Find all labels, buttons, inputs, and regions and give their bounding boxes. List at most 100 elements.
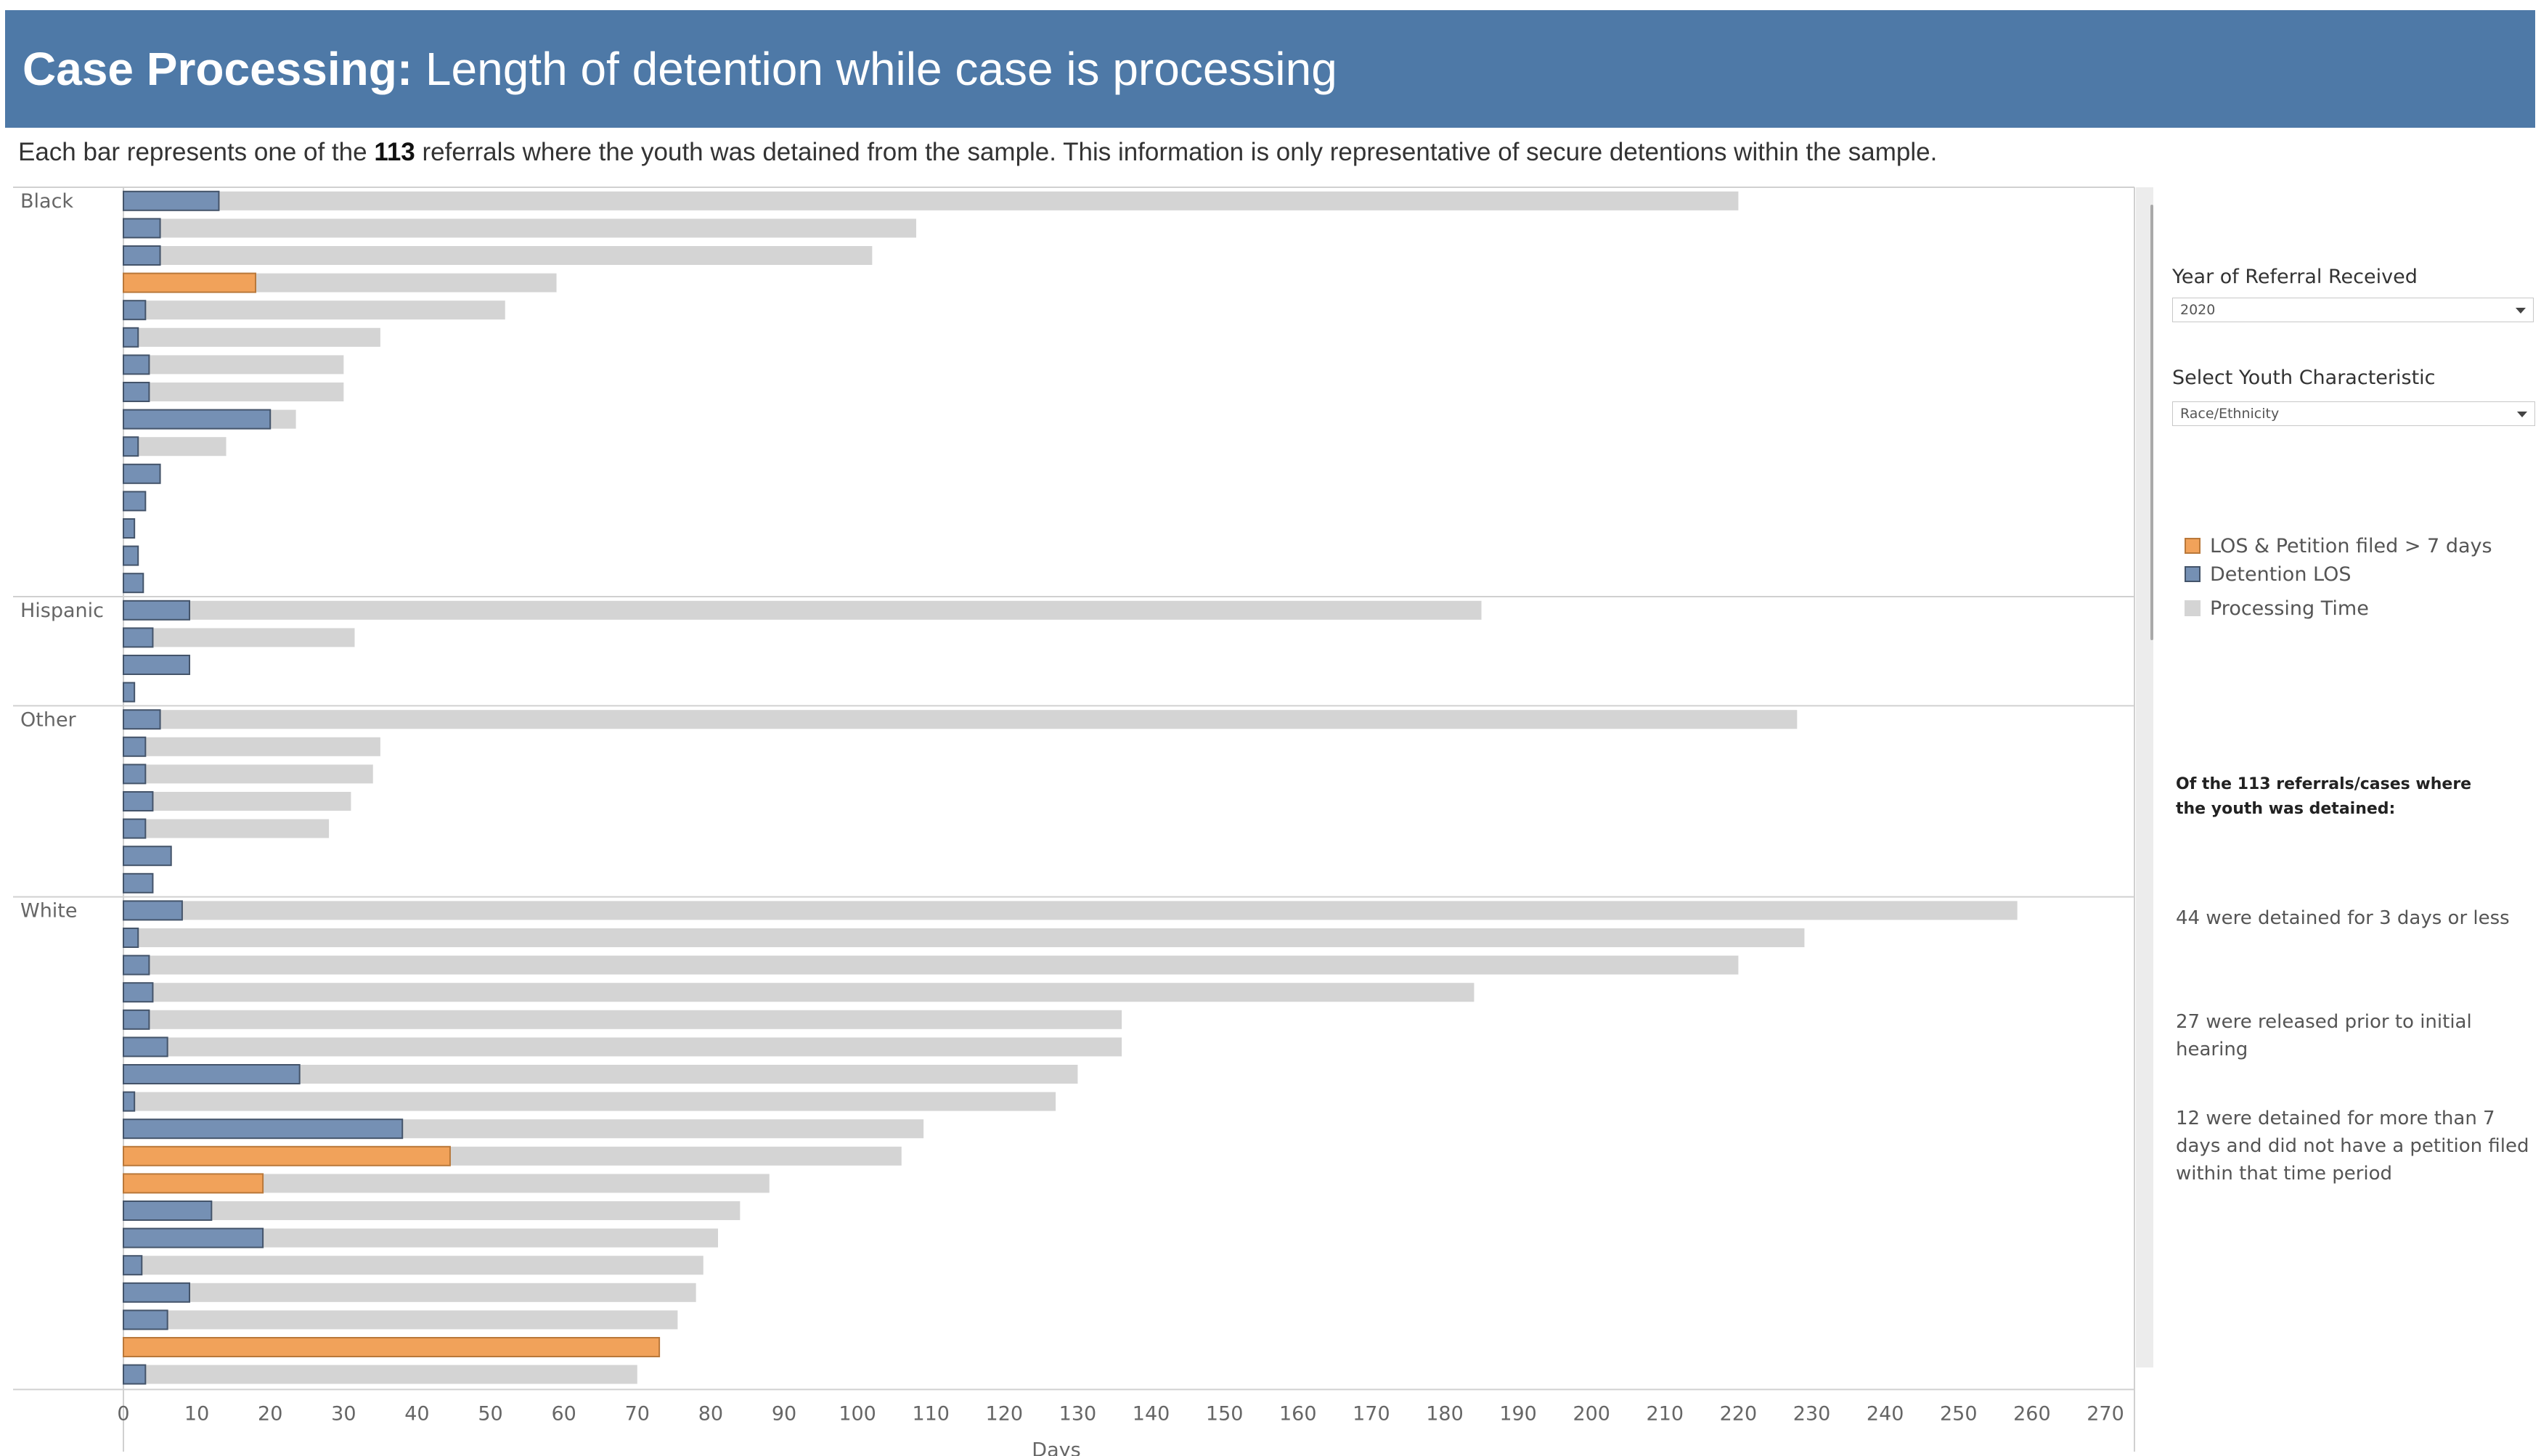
detention-los-bar (123, 791, 154, 811)
processing-time-bar (123, 1283, 696, 1302)
los-petition-flag-bar (123, 272, 256, 293)
detention-los-bar (123, 1309, 168, 1330)
detention-los-bar (123, 1282, 190, 1303)
legend-item-detention[interactable]: Detention LOS (2185, 563, 2352, 586)
processing-time-bar (123, 901, 2018, 920)
detention-los-bar (123, 655, 190, 675)
x-tick-label: 110 (912, 1402, 950, 1425)
detention-los-bar (123, 218, 161, 239)
year-filter-value: 2020 (2180, 302, 2216, 318)
detention-los-bar (123, 1118, 404, 1140)
detention-los-bar (123, 491, 147, 512)
x-tick-label: 100 (839, 1402, 876, 1425)
detention-los-bar (123, 327, 139, 348)
processing-time-bar (123, 383, 344, 401)
x-tick-label: 210 (1647, 1402, 1684, 1425)
legend-swatch-processing (2185, 600, 2201, 616)
legend-item-flagged[interactable]: LOS & Petition filed > 7 days (2185, 535, 2492, 557)
x-axis-title: Days (1032, 1439, 1080, 1456)
detention-los-bar (123, 982, 154, 1003)
chevron-down-icon (2517, 412, 2527, 417)
note-item: 27 were released prior to initial hearin… (2176, 1011, 2472, 1060)
group-label-hispanic: Hispanic (20, 600, 104, 622)
x-tick-label: 170 (1353, 1402, 1390, 1425)
detention-los-bar (123, 573, 144, 594)
dashboard-header: Case Processing: Length of detention whi… (5, 10, 2535, 128)
detention-los-bar (123, 846, 172, 867)
note-item: 44 were detained for 3 days or less (2176, 907, 2510, 929)
detention-los-bar (123, 764, 147, 785)
subtitle-after: referrals where the youth was detained f… (415, 138, 1938, 166)
x-tick-label: 200 (1573, 1402, 1610, 1425)
detention-los-bar (123, 1009, 150, 1030)
detention-los-bar (123, 709, 161, 730)
subtitle-count: 113 (374, 138, 415, 166)
characteristic-filter-dropdown[interactable]: Race/Ethnicity (2172, 401, 2535, 426)
x-tick-label: 90 (772, 1402, 796, 1425)
detention-los-bar (123, 1227, 264, 1248)
x-tick-label: 20 (258, 1402, 282, 1425)
group-label-white: White (20, 900, 78, 923)
x-tick-label: 230 (1793, 1402, 1831, 1425)
x-tick-label: 180 (1426, 1402, 1464, 1425)
detention-los-bar (123, 818, 147, 839)
detention-los-bar (123, 1364, 147, 1385)
processing-time-bar (123, 437, 227, 457)
detention-los-bar (123, 1091, 136, 1112)
detention-los-bar (123, 545, 139, 566)
processing-time-bar (123, 1310, 678, 1330)
subtitle-before: Each bar represents one of the (18, 138, 375, 166)
x-tick-label: 260 (2013, 1402, 2051, 1425)
processing-time-bar (123, 246, 873, 265)
legend-label-detention: Detention LOS (2210, 563, 2352, 586)
detention-los-bar (123, 382, 150, 402)
detention-los-bar (123, 682, 136, 703)
detention-los-bar (123, 627, 154, 648)
detention-los-bar (123, 600, 190, 621)
processing-time-bar (123, 628, 355, 647)
x-tick-label: 160 (1279, 1402, 1317, 1425)
processing-time-bar (123, 983, 1475, 1002)
detention-los-bar (123, 436, 139, 457)
detention-los-bar (123, 245, 161, 266)
processing-time-bar (123, 955, 1739, 975)
group-label-other: Other (20, 708, 77, 731)
processing-time-bar (123, 600, 1482, 620)
processing-time-bar (123, 928, 1805, 947)
processing-time-bar (123, 1010, 1122, 1029)
x-tick-label: 60 (551, 1402, 576, 1425)
x-tick-label: 120 (986, 1402, 1024, 1425)
detention-los-bar (123, 300, 147, 321)
legend-label-processing: Processing Time (2210, 597, 2369, 620)
detention-los-bar (123, 954, 150, 976)
x-tick-label: 130 (1059, 1402, 1097, 1425)
processing-time-bar (123, 355, 344, 375)
group-label-black: Black (20, 190, 73, 213)
legend-item-processing[interactable]: Processing Time (2185, 597, 2369, 620)
detention-los-bar (123, 928, 139, 948)
detention-los-bar (123, 872, 154, 893)
processing-time-bar (123, 300, 505, 320)
chevron-down-icon (2516, 308, 2526, 314)
x-tick-label: 80 (698, 1402, 723, 1425)
chart-scrollbar-thumb[interactable] (2150, 205, 2153, 640)
processing-time-bar (123, 710, 1798, 729)
note-item: 12 were detained for more than 7 days an… (2176, 1108, 2529, 1185)
characteristic-filter-label: Select Youth Characteristic (2172, 367, 2436, 389)
processing-time-bar (123, 1365, 637, 1384)
x-tick-label: 220 (1720, 1402, 1758, 1425)
x-tick-label: 270 (2087, 1402, 2124, 1425)
processing-time-bar (123, 1037, 1122, 1057)
x-tick-label: 0 (117, 1402, 129, 1425)
detention-los-bar (123, 190, 220, 211)
x-tick-label: 140 (1133, 1402, 1170, 1425)
year-filter-dropdown[interactable]: 2020 (2172, 298, 2534, 322)
processing-time-bar (123, 792, 351, 811)
los-petition-flag-bar (123, 1173, 264, 1194)
detention-bar-chart: Black Hispanic Other White 0 10 20 30 40 50 60 70 80… (13, 187, 2135, 1456)
los-petition-flag-bar (123, 1145, 451, 1166)
processing-time-bar (123, 1256, 703, 1275)
x-tick-label: 250 (1940, 1402, 1978, 1425)
legend-swatch-detention (2185, 566, 2201, 582)
legend-label-flagged: LOS & Petition filed > 7 days (2210, 534, 2492, 557)
